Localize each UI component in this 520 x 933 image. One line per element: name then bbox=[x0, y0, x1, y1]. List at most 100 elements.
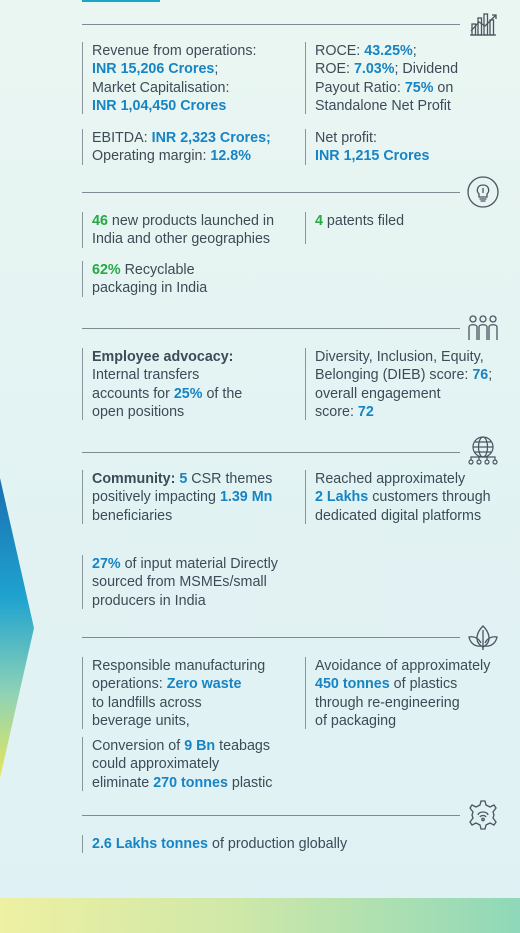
teabags-line1: Conversion of bbox=[92, 738, 185, 754]
new-products-block: 46 new products launched in India and ot… bbox=[82, 212, 297, 248]
teabags-line3: eliminate bbox=[92, 774, 154, 791]
revenue-value: INR 15,206 Crores bbox=[92, 61, 215, 78]
manufacturing-line2: operations: bbox=[92, 676, 167, 693]
plastics-block: Avoidance of approximately 450 tonnes of… bbox=[305, 657, 518, 729]
teabags-value: 9 Bn bbox=[184, 738, 216, 754]
msme-block: 27% of input material Directly sourced f… bbox=[82, 555, 302, 609]
roce-suffix: ; bbox=[412, 43, 417, 59]
chart-icon bbox=[466, 6, 500, 40]
revenue-label: Revenue from operations: bbox=[92, 43, 257, 59]
packaging-geo: packaging in India bbox=[92, 280, 208, 297]
engagement-score: 72 bbox=[357, 403, 374, 420]
bottom-gradient-band bbox=[0, 898, 520, 933]
employee-advocacy-block: Employee advocacy: Internal transfers ac… bbox=[82, 348, 292, 420]
people-icon bbox=[466, 311, 500, 345]
patents-text: patents filed bbox=[322, 213, 405, 229]
dieb-line2b: ; bbox=[488, 367, 493, 384]
manufacturing-line1: Responsible manufacturing bbox=[92, 658, 266, 674]
gear-icon bbox=[466, 798, 500, 832]
msme-value: 27% bbox=[92, 556, 121, 572]
production-value: 2.6 Lakhs tonnes bbox=[92, 836, 209, 852]
dividend-label: ; Dividend bbox=[394, 61, 459, 78]
msme-line2: sourced from MSMEs/small bbox=[92, 574, 267, 591]
revenue-block: Revenue from operations: INR 15,206 Cror… bbox=[82, 42, 292, 114]
teabags-line3b: plastic bbox=[227, 774, 273, 791]
margin-label: Operating margin: bbox=[92, 148, 211, 165]
plastics-line3: through re-engineering bbox=[315, 694, 460, 711]
lightbulb-icon bbox=[466, 175, 500, 209]
msme-line3: producers in India bbox=[92, 592, 206, 609]
msme-line1: of input material Directly bbox=[120, 556, 278, 572]
dieb-line2: Belonging (DIEB) score: bbox=[315, 367, 473, 384]
roce-value: 43.25% bbox=[364, 43, 413, 59]
market-cap-value: INR 1,04,450 Crores bbox=[92, 97, 227, 114]
advocacy-line3: open positions bbox=[92, 403, 185, 420]
packaging-block: 62% Recyclable packaging in India bbox=[82, 261, 292, 297]
ebitda-label: EBITDA: bbox=[92, 130, 152, 146]
new-products-geo: India and other geographies bbox=[92, 231, 271, 248]
net-profit-label: Net profit: bbox=[315, 130, 377, 146]
section-divider bbox=[82, 637, 460, 638]
community-line2: positively impacting bbox=[92, 489, 220, 506]
teabags-line2: could approximately bbox=[92, 756, 220, 773]
teabags-block: Conversion of 9 Bn teabags could approxi… bbox=[82, 737, 297, 791]
standalone-label: Standalone Net Profit bbox=[315, 97, 451, 114]
digital-line3: dedicated digital platforms bbox=[315, 507, 482, 524]
top-accent-tab bbox=[82, 0, 160, 2]
digital-reach-block: Reached approximately 2 Lakhs customers … bbox=[305, 470, 518, 524]
ebitda-block: EBITDA: INR 2,323 Crores; Operating marg… bbox=[82, 129, 292, 165]
section-divider bbox=[82, 328, 460, 329]
dieb-score: 76 bbox=[472, 367, 489, 384]
payout-label: Payout Ratio: bbox=[315, 79, 405, 96]
plastic-eliminated-value: 270 tonnes bbox=[153, 774, 228, 791]
packaging-text: Recyclable bbox=[120, 262, 195, 278]
advocacy-value: 25% bbox=[173, 385, 203, 402]
section-divider bbox=[82, 452, 460, 453]
section-divider bbox=[82, 815, 460, 816]
dieb-line1: Diversity, Inclusion, Equity, bbox=[315, 349, 484, 365]
csr-themes-value: 5 bbox=[179, 471, 188, 487]
roce-label: ROCE: bbox=[315, 43, 365, 59]
new-products-text: new products launched in bbox=[107, 213, 275, 229]
margin-value: 12.8% bbox=[210, 148, 251, 165]
community-title: Community: bbox=[92, 471, 180, 487]
ebitda-value: INR 2,323 Crores; bbox=[151, 130, 271, 146]
zero-waste-value: Zero waste bbox=[166, 676, 242, 693]
section-divider bbox=[82, 24, 460, 25]
beneficiaries-value: 1.39 Mn bbox=[219, 489, 273, 506]
plastics-line1: Avoidance of approximately bbox=[315, 658, 491, 674]
revenue-suffix: ; bbox=[214, 61, 219, 78]
payout-value: 75% bbox=[404, 79, 434, 96]
manufacturing-block: Responsible manufacturing operations: Ze… bbox=[82, 657, 297, 729]
roe-value: 7.03% bbox=[353, 61, 395, 78]
community-line1: CSR themes bbox=[187, 471, 273, 487]
patents-value: 4 bbox=[315, 213, 323, 229]
globe-network-icon bbox=[466, 434, 500, 468]
manufacturing-line4: beverage units, bbox=[92, 712, 190, 729]
digital-line2: customers through bbox=[368, 489, 491, 506]
production-text: of production globally bbox=[208, 836, 348, 852]
packaging-value: 62% bbox=[92, 262, 121, 278]
production-block: 2.6 Lakhs tonnes of production globally bbox=[82, 835, 402, 853]
roe-label: ROE: bbox=[315, 61, 354, 78]
digital-reach-value: 2 Lakhs bbox=[315, 489, 369, 506]
plastics-line4: of packaging bbox=[315, 712, 397, 729]
net-profit-block: Net profit: INR 1,215 Crores bbox=[305, 129, 515, 165]
patents-block: 4 patents filed bbox=[305, 212, 515, 244]
advocacy-line2b: of the bbox=[202, 385, 243, 402]
market-cap-label: Market Capitalisation: bbox=[92, 79, 230, 96]
dieb-line4: score: bbox=[315, 403, 358, 420]
community-line3: beneficiaries bbox=[92, 507, 173, 524]
payout-suffix: on bbox=[433, 79, 454, 96]
plastics-line2: of plastics bbox=[389, 676, 458, 693]
teabags-line1b: teabags bbox=[215, 738, 271, 754]
ratios-block: ROCE: 43.25%; ROE: 7.03%; Dividend Payou… bbox=[305, 42, 515, 114]
dieb-line3: overall engagement bbox=[315, 385, 441, 402]
manufacturing-line3: to landfills across bbox=[92, 694, 202, 711]
side-accent-wedge bbox=[0, 478, 34, 778]
net-profit-value: INR 1,215 Crores bbox=[315, 148, 430, 165]
advocacy-line1: Internal transfers bbox=[92, 367, 200, 384]
new-products-value: 46 bbox=[92, 213, 108, 229]
plastics-value: 450 tonnes bbox=[315, 676, 390, 693]
advocacy-title: Employee advocacy: bbox=[92, 349, 234, 365]
